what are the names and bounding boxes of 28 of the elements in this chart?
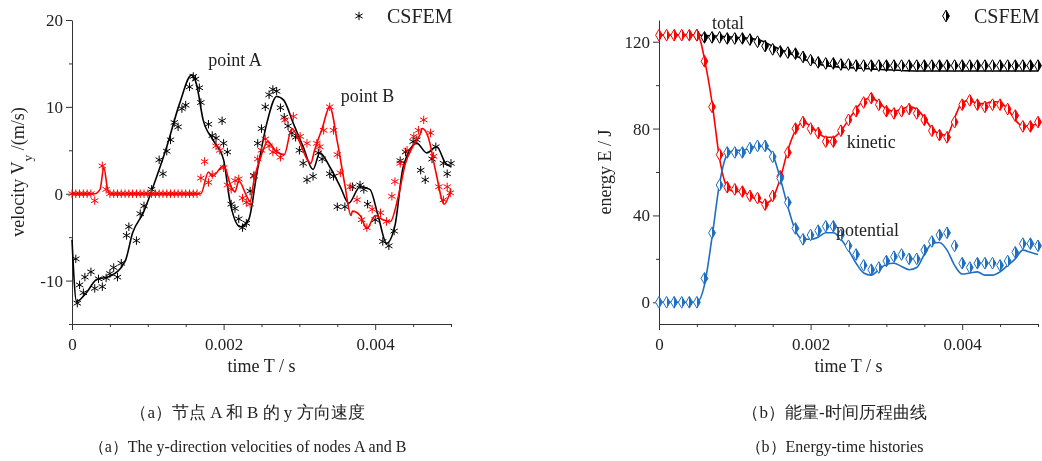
x-tick-label: 0 [68,335,77,354]
text: （a）The y-direction velocities of nodes A and B [88,438,407,456]
x-axis-title: time T / s [227,356,296,376]
y-tick-label: 80 [633,119,650,139]
y-axis-title: energy E / J [595,129,615,215]
legend-label: CSFEM [387,5,453,27]
annotation: point A [208,49,262,70]
y-tick-label: 0 [54,184,63,204]
annotation: kinetic [846,131,896,152]
y-tick-label: 20 [46,10,63,30]
x-tick-label: 0.002 [791,335,831,354]
text: （a）节点 A 和 B 的 y 方向速度 [130,403,365,422]
x-axis-title: time T / s [814,356,883,376]
y-tick-label: 40 [633,206,650,226]
x-tick-label: 0 [655,335,664,354]
y-tick-label: 0 [641,293,650,313]
annotation: potential [835,219,899,240]
annotation: total [711,12,744,33]
x-tick-label: 0.004 [356,335,396,354]
text: （b）Energy-time histories [745,438,924,456]
x-tick-label: 0.002 [204,335,244,354]
legend-label: CSFEM [974,5,1040,27]
y-tick-label: 120 [624,32,650,52]
text: （b）能量-时间历程曲线 [742,403,927,422]
x-tick-label: 0.004 [943,335,983,354]
y-tick-label: 10 [46,97,63,117]
y-tick-label: -10 [40,271,63,291]
annotation: point B [340,86,395,107]
